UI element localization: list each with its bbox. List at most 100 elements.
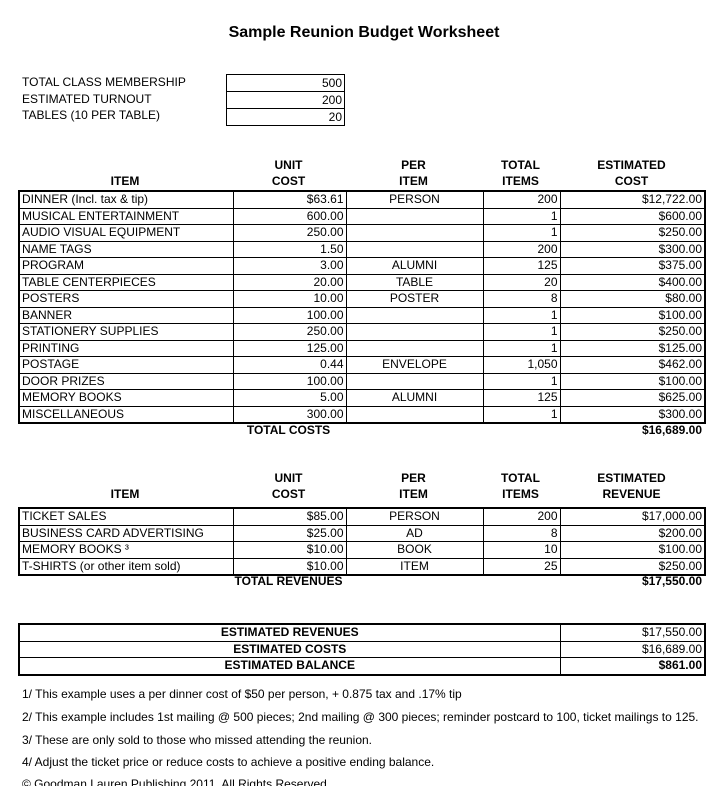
total-items[interactable]: 1 (482, 323, 561, 341)
header-item: ITEM (110, 486, 140, 501)
total-items[interactable]: 1 (482, 207, 561, 225)
footnote-2: 2/ This example includes 1st mailing @ 5… (22, 710, 699, 724)
label-tables: TABLES (10 PER TABLE) (22, 108, 161, 122)
unit-cost[interactable]: 600.00 (232, 207, 347, 225)
total-items[interactable]: 1 (482, 224, 561, 242)
revenue-table: TICKET SALES $85.00 PERSON 200 $17,000.00 BUS… (18, 507, 706, 576)
balance-row: ESTIMATED BALANCE $861.00 (18, 657, 706, 675)
footnote-4: 4/ Adjust the ticket price or reduce cos… (22, 755, 435, 769)
total-items[interactable]: 200 (482, 507, 561, 526)
blank (18, 574, 232, 590)
per-item[interactable] (345, 306, 484, 324)
unit-cost[interactable]: 5.00 (232, 389, 347, 407)
estimated-amount[interactable]: $600.00 (559, 207, 706, 225)
unit-cost[interactable]: $10.00 (232, 557, 347, 576)
unit-cost[interactable]: 100.00 (232, 372, 347, 390)
estimated-amount[interactable]: $625.00 (559, 389, 706, 407)
estimated-amount[interactable]: $250.00 (559, 557, 706, 576)
table-row: TICKET SALES $85.00 PERSON 200 $17,000.00 (18, 507, 706, 526)
item-name: STATIONERY SUPPLIES (18, 323, 234, 341)
per-item[interactable]: ALUMNI (345, 389, 484, 407)
per-item[interactable]: PERSON (345, 190, 484, 209)
per-item[interactable] (345, 240, 484, 258)
estimated-amount[interactable]: $12,722.00 (559, 190, 706, 209)
estimated-amount[interactable]: $80.00 (559, 290, 706, 308)
per-item[interactable] (345, 405, 484, 424)
unit-cost[interactable]: 250.00 (232, 224, 347, 242)
estimated-amount[interactable]: $100.00 (559, 306, 706, 324)
balance-row: ESTIMATED REVENUES $17,550.00 (18, 623, 706, 642)
unit-cost[interactable]: 0.44 (232, 356, 347, 374)
unit-cost[interactable]: 300.00 (232, 405, 347, 424)
total-items[interactable]: 1 (482, 306, 561, 324)
estimated-amount[interactable]: $250.00 (559, 224, 706, 242)
turnout-value[interactable]: 200 (227, 92, 344, 109)
estimated-amount[interactable]: $300.00 (559, 405, 706, 424)
total-items[interactable]: 1 (482, 405, 561, 424)
unit-cost[interactable]: 250.00 (232, 323, 347, 341)
per-item[interactable] (345, 323, 484, 341)
per-item[interactable] (345, 224, 484, 242)
per-item[interactable]: ITEM (345, 557, 484, 576)
total-items[interactable]: 25 (482, 557, 561, 576)
unit-cost[interactable]: 3.00 (232, 257, 347, 275)
unit-cost[interactable]: $25.00 (232, 524, 347, 542)
total-items[interactable]: 1 (482, 339, 561, 357)
per-item[interactable] (345, 372, 484, 390)
estimated-amount[interactable]: $100.00 (559, 541, 706, 559)
estimated-amount[interactable]: $200.00 (559, 524, 706, 542)
total-items[interactable]: 20 (482, 273, 561, 291)
unit-cost[interactable]: $10.00 (232, 541, 347, 559)
unit-cost[interactable]: $85.00 (232, 507, 347, 526)
unit-cost[interactable]: 1.50 (232, 240, 347, 258)
unit-cost[interactable]: $63.61 (232, 190, 347, 209)
header-per: PER (401, 470, 426, 485)
revenue-total: TOTAL REVENUES $17,550.00 (18, 574, 704, 590)
estimated-amount[interactable]: $300.00 (559, 240, 706, 258)
total-items[interactable]: 125 (482, 257, 561, 275)
total-items[interactable]: 200 (482, 240, 561, 258)
per-item[interactable]: ALUMNI (345, 257, 484, 275)
estimated-amount[interactable]: $100.00 (559, 372, 706, 390)
total-items[interactable]: 1 (482, 372, 561, 390)
total-items[interactable]: 125 (482, 389, 561, 407)
total-items[interactable]: 8 (482, 524, 561, 542)
total-value: $16,689.00 (641, 423, 702, 438)
unit-cost[interactable]: 10.00 (232, 290, 347, 308)
unit-cost[interactable]: 100.00 (232, 306, 347, 324)
per-item[interactable] (345, 339, 484, 357)
label-membership: TOTAL CLASS MEMBERSHIP (22, 75, 186, 89)
item-name: MISCELLANEOUS (18, 405, 234, 424)
total-items[interactable]: 10 (482, 541, 561, 559)
header-cost: COST (271, 173, 306, 188)
estimated-amount[interactable]: $125.00 (559, 339, 706, 357)
estimated-amount[interactable]: $17,000.00 (559, 507, 706, 526)
estimated-amount[interactable]: $375.00 (559, 257, 706, 275)
per-item[interactable] (345, 207, 484, 225)
header-blank (18, 470, 232, 486)
total-label: TOTAL REVENUES (234, 574, 343, 589)
tables-value[interactable]: 20 (328, 110, 342, 124)
item-name: AUDIO VISUAL EQUIPMENT (18, 224, 234, 242)
item-name: BUSINESS CARD ADVERTISING (18, 524, 234, 542)
estimated-amount[interactable]: $400.00 (559, 273, 706, 291)
per-item[interactable]: TABLE (345, 273, 484, 291)
estimated-amount[interactable]: $250.00 (559, 323, 706, 341)
item-name: POSTAGE (18, 356, 234, 374)
membership-value[interactable]: 500 (227, 75, 344, 92)
unit-cost[interactable]: 125.00 (232, 339, 347, 357)
per-item[interactable]: POSTER (345, 290, 484, 308)
estimated-amount[interactable]: $462.00 (559, 356, 706, 374)
balance-row: ESTIMATED COSTS $16,689.00 (18, 640, 706, 658)
per-item[interactable]: AD (345, 524, 484, 542)
total-items[interactable]: 200 (482, 190, 561, 209)
balance-value: $16,689.00 (559, 640, 706, 658)
per-item[interactable]: BOOK (345, 541, 484, 559)
total-items[interactable]: 8 (482, 290, 561, 308)
unit-cost[interactable]: 20.00 (232, 273, 347, 291)
per-item[interactable]: ENVELOPE (345, 356, 484, 374)
header-cost: COST (271, 486, 306, 501)
table-row: PRINTING 125.00 1 $125.00 (18, 339, 706, 357)
per-item[interactable]: PERSON (345, 507, 484, 526)
total-items[interactable]: 1,050 (482, 356, 561, 374)
